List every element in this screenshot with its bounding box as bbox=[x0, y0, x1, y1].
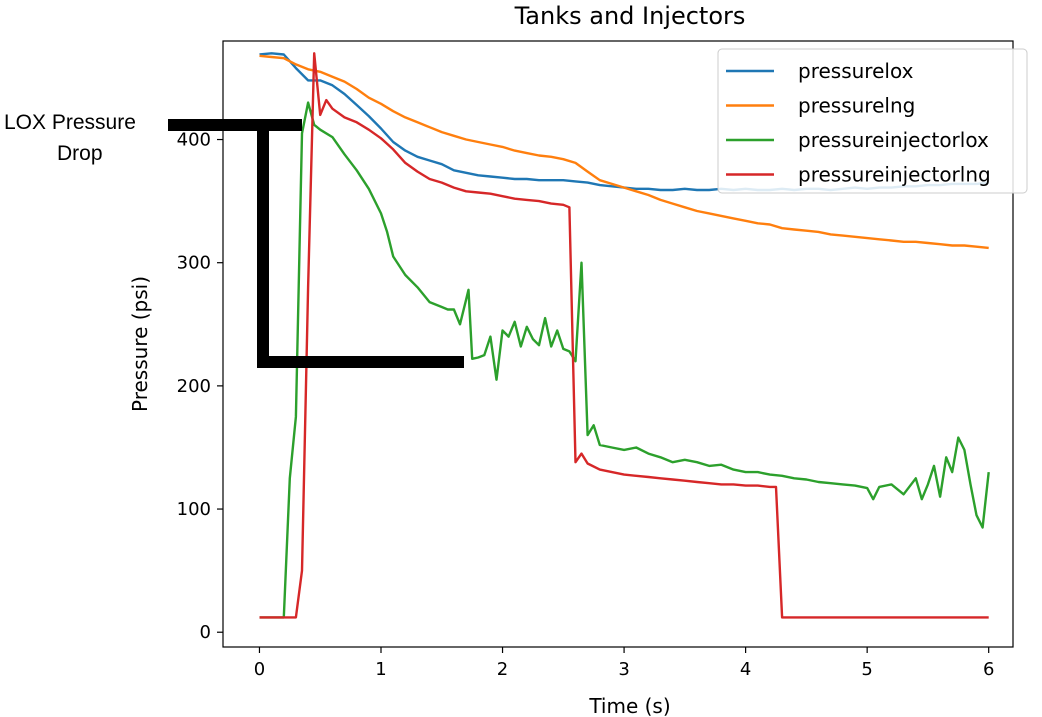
x-tick-label: 2 bbox=[497, 659, 508, 680]
annotation-label-line1: LOX Pressure bbox=[4, 111, 136, 134]
y-axis-label: Pressure (psi) bbox=[128, 276, 152, 412]
chart-title: Tanks and Injectors bbox=[514, 2, 746, 30]
legend: pressurelox pressurelng pressureinjectorlo… bbox=[717, 48, 1028, 194]
series-line-pressureinjectorlng bbox=[259, 52, 989, 619]
series-line-pressureinjectorlox bbox=[259, 101, 990, 619]
series-line-pressurelng bbox=[259, 54, 989, 250]
x-axis-ticks: 0 1 2 3 4 5 6 bbox=[254, 647, 994, 680]
y-tick-label: 200 bbox=[177, 376, 211, 397]
legend-label-pressurelng: pressurelng bbox=[798, 94, 915, 118]
annotation-bracket bbox=[168, 119, 464, 368]
x-tick-label: 3 bbox=[618, 659, 629, 680]
x-tick-label: 5 bbox=[861, 659, 872, 680]
y-tick-label: 400 bbox=[177, 130, 211, 151]
legend-label-pressureinjectorlox: pressureinjectorlox bbox=[798, 128, 989, 152]
plot-frame bbox=[222, 40, 1014, 648]
x-tick-label: 4 bbox=[740, 659, 751, 680]
legend-entries: pressurelox pressurelng pressureinjectorlo… bbox=[726, 59, 991, 187]
x-axis-label: Time (s) bbox=[588, 694, 670, 717]
legend-label-pressurelox: pressurelox bbox=[798, 59, 914, 83]
legend-box bbox=[717, 48, 1028, 194]
y-tick-label: 100 bbox=[177, 499, 211, 520]
annotation-label-line2: Drop bbox=[57, 142, 103, 165]
y-axis-ticks: 0 100 200 300 400 bbox=[177, 130, 223, 643]
x-tick-label: 0 bbox=[254, 659, 265, 680]
legend-label-pressureinjectorlng: pressureinjectorlng bbox=[798, 163, 991, 187]
x-tick-label: 1 bbox=[375, 659, 386, 680]
y-tick-label: 300 bbox=[177, 253, 211, 274]
x-tick-label: 6 bbox=[983, 659, 994, 680]
y-tick-label: 0 bbox=[200, 622, 211, 643]
